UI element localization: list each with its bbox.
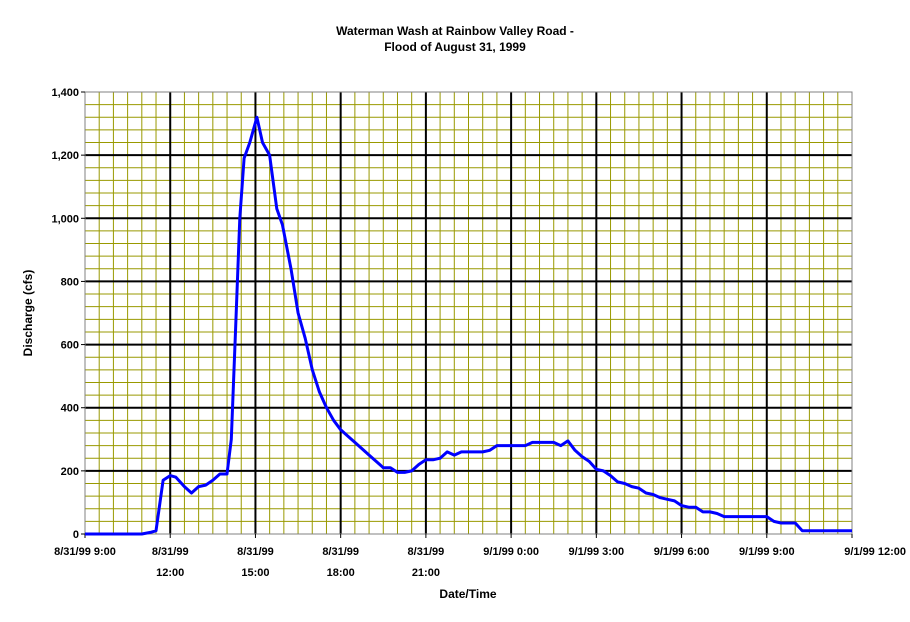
y-tick-label: 800 <box>61 276 79 288</box>
x-axis-ticks: 8/31/99 9:00 8/31/99 12:00 8/31/99 15:00 8/31… <box>54 534 906 579</box>
x-tick-label: 8/31/99 <box>152 546 189 558</box>
discharge-series-line <box>85 115 852 536</box>
plot-border <box>84 91 853 535</box>
y-tick-label: 1,200 <box>51 150 79 162</box>
y-tick-label: 400 <box>61 403 79 415</box>
x-tick-label: 9/1/99 6:00 <box>654 546 710 558</box>
x-tick-label: 8/31/99 <box>322 546 359 558</box>
chart-subtitle: Flood of August 31, 1999 <box>384 40 526 54</box>
x-tick-label: 8/31/99 <box>408 546 445 558</box>
chart-title: Waterman Wash at Rainbow Valley Road - <box>336 24 574 38</box>
y-tick-label: 600 <box>61 340 79 352</box>
x-tick-label: 9/1/99 12:00 <box>844 546 906 558</box>
x-axis-label: Date/Time <box>439 587 496 601</box>
y-axis-ticks: 0 200 400 600 800 1,000 1,200 1,400 <box>51 87 85 541</box>
y-tick-label: 200 <box>61 466 79 478</box>
x-tick-label: 9/1/99 9:00 <box>739 546 795 558</box>
y-tick-label: 1,000 <box>51 213 79 225</box>
y-tick-label: 1,400 <box>51 87 79 99</box>
x-tick-label-time: 12:00 <box>156 567 184 579</box>
y-axis-label: Discharge (cfs) <box>21 270 35 357</box>
x-tick-label: 9/1/99 0:00 <box>483 546 539 558</box>
x-tick-label-time: 15:00 <box>241 567 269 579</box>
x-tick-label-time: 21:00 <box>412 567 440 579</box>
x-tick-label-time: 18:00 <box>327 567 355 579</box>
x-tick-label: 9/1/99 3:00 <box>569 546 625 558</box>
y-tick-label: 0 <box>73 529 79 541</box>
x-tick-label: 8/31/99 9:00 <box>54 546 116 558</box>
major-grid <box>85 92 852 534</box>
x-tick-label: 8/31/99 <box>237 546 274 558</box>
